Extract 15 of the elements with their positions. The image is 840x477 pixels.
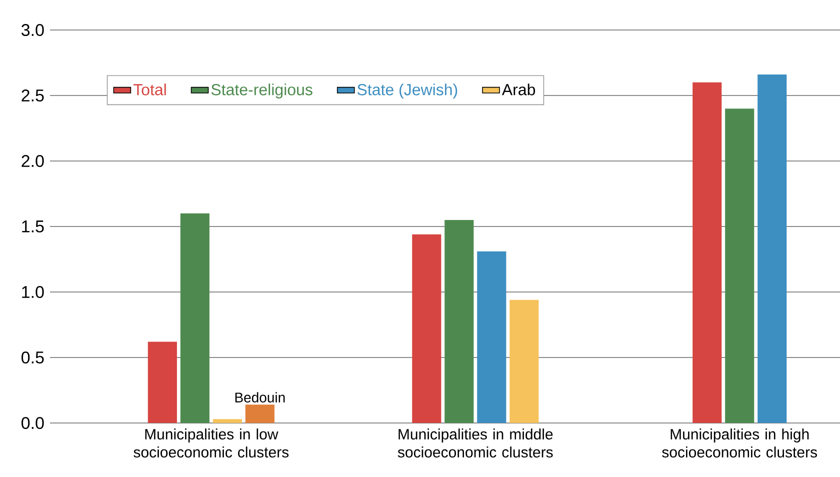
y-tick-label: 3.0 — [21, 24, 44, 36]
y-tick-label: 2.0 — [22, 154, 44, 168]
x-tick-label: Municipalities in middle socioeconomic clusters — [398, 428, 553, 458]
y-tick-label: 1.0 — [22, 286, 44, 298]
y-tick-label: 1.5 — [22, 220, 44, 232]
x-tick-label: Municipalities in low socioeconomic clusters — [134, 428, 289, 458]
x-tick-label: Municipalities in high socioeconomic clusters — [662, 428, 817, 458]
y-tick-label: 0.5 — [22, 351, 44, 364]
annotation: Bedouin — [235, 392, 285, 402]
y-tick-label: 0.0 — [22, 416, 44, 430]
legend-label: State (Jewish) — [357, 84, 458, 98]
legend-label: Total — [133, 84, 166, 96]
legend-label: State-religious — [211, 84, 312, 99]
legend-label: Arab — [502, 84, 536, 96]
y-tick-label: 2.5 — [22, 89, 44, 102]
